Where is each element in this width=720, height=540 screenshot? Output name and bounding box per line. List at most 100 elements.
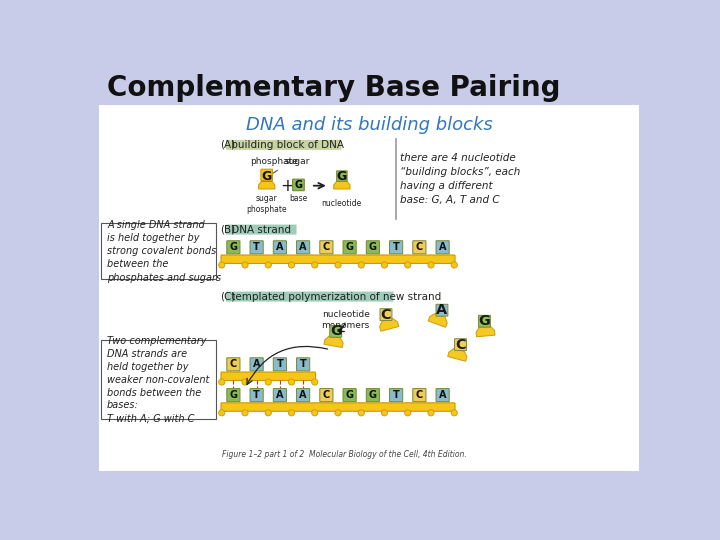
- Text: C: C: [323, 242, 330, 252]
- Text: G: G: [230, 390, 238, 400]
- FancyBboxPatch shape: [413, 389, 426, 402]
- Circle shape: [265, 379, 271, 385]
- Text: nucleotide: nucleotide: [322, 199, 362, 208]
- Circle shape: [358, 410, 364, 416]
- FancyBboxPatch shape: [261, 171, 272, 181]
- Polygon shape: [448, 348, 467, 361]
- Text: nucleotide
monomers: nucleotide monomers: [322, 309, 370, 330]
- Circle shape: [382, 410, 387, 416]
- Circle shape: [358, 262, 364, 268]
- Text: A: A: [276, 390, 284, 400]
- Text: G: G: [230, 242, 238, 252]
- FancyBboxPatch shape: [366, 241, 379, 254]
- Text: A: A: [253, 359, 261, 369]
- Text: sugar
phosphate: sugar phosphate: [246, 194, 287, 214]
- FancyBboxPatch shape: [380, 309, 392, 321]
- Circle shape: [219, 410, 225, 416]
- Polygon shape: [334, 181, 350, 189]
- FancyBboxPatch shape: [292, 179, 305, 191]
- Polygon shape: [324, 336, 343, 348]
- Circle shape: [335, 262, 341, 268]
- Text: G: G: [261, 170, 272, 183]
- FancyBboxPatch shape: [221, 255, 455, 264]
- Text: A: A: [276, 242, 284, 252]
- FancyBboxPatch shape: [330, 326, 342, 338]
- Polygon shape: [379, 319, 399, 331]
- Text: C: C: [230, 359, 237, 369]
- FancyBboxPatch shape: [320, 241, 333, 254]
- Text: building block of DNA: building block of DNA: [228, 140, 344, 150]
- Circle shape: [382, 262, 387, 268]
- Text: T: T: [300, 359, 307, 369]
- Circle shape: [405, 410, 411, 416]
- Text: A: A: [300, 242, 307, 252]
- FancyBboxPatch shape: [227, 358, 240, 371]
- FancyBboxPatch shape: [250, 241, 264, 254]
- Polygon shape: [258, 181, 275, 189]
- Circle shape: [451, 262, 457, 268]
- FancyBboxPatch shape: [390, 389, 402, 402]
- Text: C: C: [455, 338, 466, 352]
- FancyBboxPatch shape: [390, 241, 402, 254]
- FancyBboxPatch shape: [226, 292, 393, 301]
- FancyBboxPatch shape: [454, 339, 467, 350]
- Text: G: G: [369, 242, 377, 252]
- Text: Figure 1–2 part 1 of 2  Molecular Biology of the Cell, 4th Edition.: Figure 1–2 part 1 of 2 Molecular Biology…: [222, 450, 467, 459]
- FancyBboxPatch shape: [297, 241, 310, 254]
- Circle shape: [428, 410, 434, 416]
- FancyBboxPatch shape: [227, 389, 240, 402]
- Text: C: C: [381, 308, 391, 322]
- Circle shape: [289, 262, 294, 268]
- Circle shape: [289, 379, 294, 385]
- FancyBboxPatch shape: [274, 241, 287, 254]
- FancyBboxPatch shape: [99, 105, 639, 471]
- FancyBboxPatch shape: [250, 358, 264, 371]
- Text: DNA and its building blocks: DNA and its building blocks: [246, 116, 492, 134]
- FancyBboxPatch shape: [320, 389, 333, 402]
- FancyBboxPatch shape: [274, 358, 287, 371]
- FancyBboxPatch shape: [479, 315, 490, 327]
- Circle shape: [265, 262, 271, 268]
- Circle shape: [451, 410, 457, 416]
- Text: A: A: [439, 390, 446, 400]
- Text: C: C: [323, 390, 330, 400]
- FancyBboxPatch shape: [297, 389, 310, 402]
- Text: (A): (A): [220, 140, 235, 150]
- Text: G: G: [330, 325, 341, 339]
- Text: templated polymerization of new strand: templated polymerization of new strand: [228, 292, 441, 301]
- Text: G: G: [346, 390, 354, 400]
- FancyBboxPatch shape: [101, 340, 216, 419]
- Text: T: T: [392, 242, 400, 252]
- Text: C: C: [415, 242, 423, 252]
- Circle shape: [405, 262, 411, 268]
- FancyBboxPatch shape: [366, 389, 379, 402]
- FancyBboxPatch shape: [221, 372, 315, 381]
- Text: G: G: [369, 390, 377, 400]
- FancyBboxPatch shape: [101, 224, 216, 279]
- Circle shape: [242, 410, 248, 416]
- Circle shape: [219, 262, 225, 268]
- Text: T: T: [253, 242, 260, 252]
- Text: Two complementary
DNA strands are
held together by
weaker non-covalent
bonds bet: Two complementary DNA strands are held t…: [107, 336, 210, 423]
- Text: T: T: [253, 390, 260, 400]
- Text: T: T: [392, 390, 400, 400]
- Polygon shape: [428, 314, 447, 327]
- Circle shape: [289, 410, 294, 416]
- Circle shape: [265, 410, 271, 416]
- Text: DNA strand: DNA strand: [228, 225, 291, 234]
- FancyBboxPatch shape: [343, 389, 356, 402]
- FancyBboxPatch shape: [250, 389, 264, 402]
- Text: T: T: [276, 359, 283, 369]
- Text: (C): (C): [220, 292, 235, 301]
- Text: base: base: [289, 194, 307, 203]
- Text: G: G: [479, 314, 490, 328]
- Text: +: +: [281, 177, 294, 195]
- Text: (B): (B): [220, 225, 235, 234]
- FancyBboxPatch shape: [274, 389, 287, 402]
- FancyBboxPatch shape: [436, 389, 449, 402]
- Text: A: A: [439, 242, 446, 252]
- Text: G: G: [346, 242, 354, 252]
- Text: Complementary Base Pairing: Complementary Base Pairing: [107, 74, 561, 102]
- Text: C: C: [415, 390, 423, 400]
- Circle shape: [242, 262, 248, 268]
